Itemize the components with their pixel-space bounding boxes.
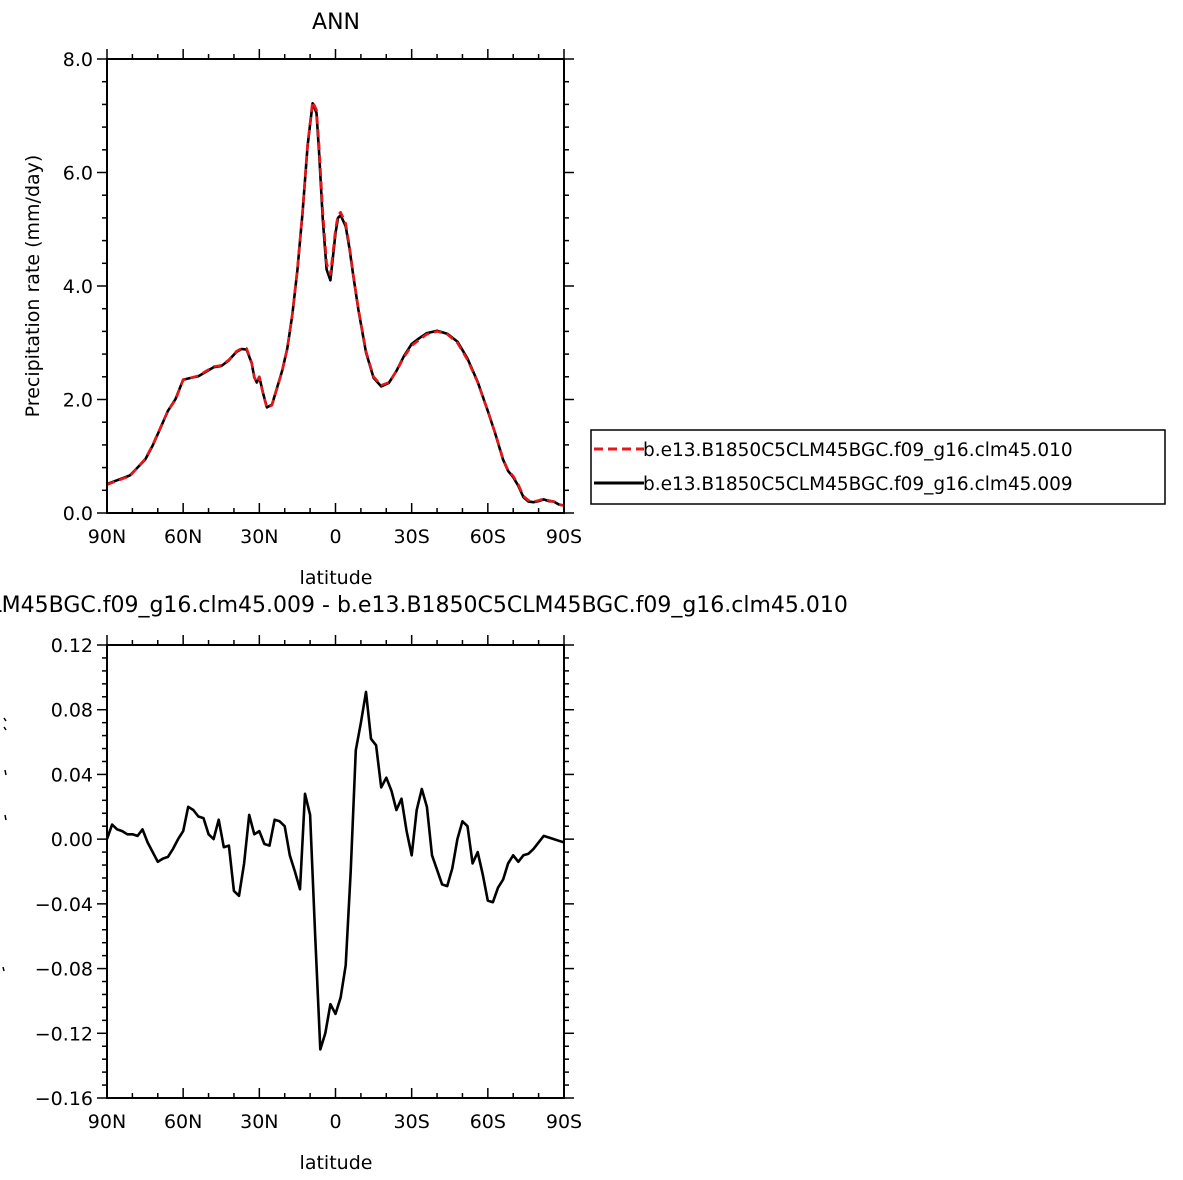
x-tick-label: 60S [470, 526, 506, 548]
y-tick-label: 6.0 [63, 163, 93, 185]
series-line-1 [106, 100, 565, 507]
x-tick-label: 60N [164, 526, 202, 548]
plot-area [105, 690, 565, 1051]
x-axis-label: latitude [300, 567, 373, 589]
axes: 90N 60N 30N 0 30S 60S 90S −0.16 −0.12 −0.08 −0.04 0… [35, 635, 582, 1133]
y-tick-label: 0.04 [51, 764, 93, 786]
y-tick-label: −0.12 [35, 1023, 93, 1045]
y-tick-label: 0.12 [51, 635, 93, 657]
y-tick-label: 0.0 [63, 503, 93, 525]
legend-box [590, 429, 1166, 505]
y-tick-label: 0.08 [51, 700, 93, 722]
x-tick-label: 60S [470, 1111, 506, 1133]
clipped-y-label-fragments [2, 717, 7, 972]
y-tick-label: 0.00 [51, 829, 93, 851]
plot-frame [106, 644, 565, 1099]
y-tick-label: −0.04 [35, 894, 93, 916]
x-tick-label: 30S [394, 1111, 430, 1133]
legend-label-009: b.e13.B1850C5CLM45BGC.f09_g16.clm45.009 [643, 474, 1073, 495]
y-axis-label: Precipitation rate (mm/day) [22, 155, 44, 418]
chart-panel-top: ANN 90N 60N 30N 0 30S 60S 90S 0.0 2.0 4.0 6.0 8.0 P… [22, 10, 1166, 589]
legend: b.e13.B1850C5CLM45BGC.f09_g16.clm45.010 … [590, 429, 1166, 505]
x-axis-label: latitude [300, 1152, 373, 1174]
x-tick-label: 30S [394, 526, 430, 548]
y-tick-label: −0.16 [35, 1088, 93, 1110]
chart-panel-bottom: b.e13.B1850C5CLM45BGC.f09_g16.clm45.009 … [0, 593, 848, 1174]
y-tick-label: 4.0 [63, 276, 93, 298]
x-tick-label: 30N [240, 1111, 278, 1133]
axes: 90N 60N 30N 0 30S 60S 90S 0.0 2.0 4.0 6.0 8.0 [63, 49, 582, 548]
legend-label-010: b.e13.B1850C5CLM45BGC.f09_g16.clm45.010 [643, 440, 1073, 461]
x-tick-label: 0 [329, 1111, 341, 1133]
diff-chart-title: b.e13.B1850C5CLM45BGC.f09_g16.clm45.009 … [0, 593, 848, 618]
x-tick-label: 0 [329, 526, 341, 548]
y-tick-label: −0.08 [35, 959, 93, 981]
x-tick-label: 90S [546, 1111, 582, 1133]
plot-area [106, 100, 565, 507]
plot-frame [106, 58, 565, 514]
x-tick-label: 30N [240, 526, 278, 548]
x-tick-label: 90S [546, 526, 582, 548]
series-line-0 [106, 102, 565, 507]
x-tick-label: 90N [88, 1111, 126, 1133]
x-tick-label: 90N [88, 526, 126, 548]
x-tick-label: 60N [164, 1111, 202, 1133]
y-tick-label: 8.0 [63, 49, 93, 71]
series-line-0 [105, 690, 565, 1051]
chart-title: ANN [312, 10, 360, 35]
y-tick-label: 2.0 [63, 390, 93, 412]
